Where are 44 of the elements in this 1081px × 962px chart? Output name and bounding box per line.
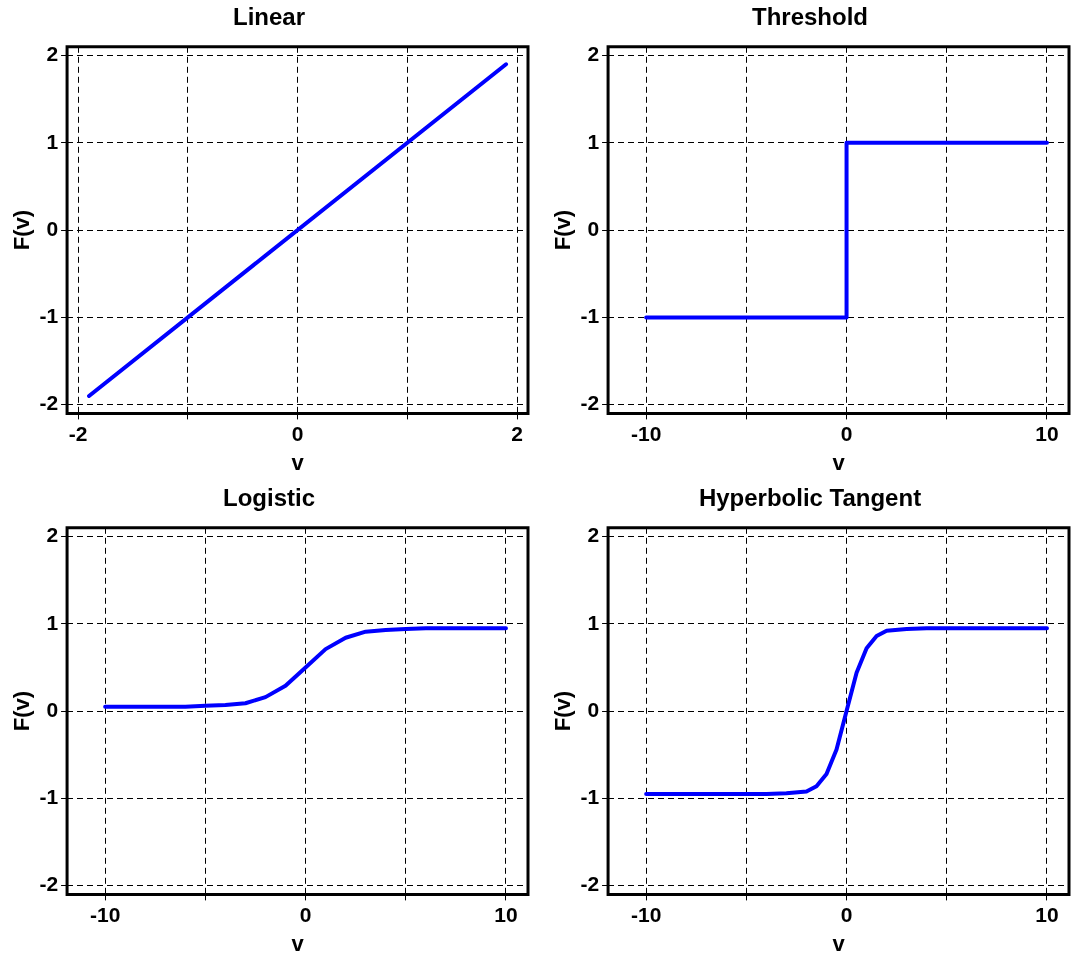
y-axis-title: F(v) [9,690,35,732]
x-axis-title: v [291,930,305,956]
y-tick-label: -2 [580,391,600,415]
y-tick-label: 0 [46,216,59,240]
y-tick-label: 1 [46,129,59,153]
chart-title: Logistic [222,484,316,512]
y-tick-label: 0 [46,697,59,721]
x-tick-label: -2 [68,421,88,445]
y-axis-title: F(v) [550,690,576,732]
y-tick-label: -1 [39,304,59,328]
x-tick-label: 0 [291,421,304,445]
y-tick-label: 2 [587,523,600,547]
y-tick-label: 0 [587,216,600,240]
x-tick-label: 0 [840,421,853,445]
y-tick-label: -2 [580,872,600,896]
y-tick-label: 2 [587,42,600,66]
x-tick-label: -10 [630,421,662,445]
y-tick-label: 2 [46,523,59,547]
y-tick-label: 1 [46,610,59,634]
x-axis-title: v [832,449,846,475]
x-tick-label: 2 [511,421,523,445]
x-tick-label: -10 [89,902,121,926]
y-axis-title: F(v) [9,209,35,251]
x-tick-label: 0 [840,902,853,926]
chart-title: Linear [232,3,306,31]
y-tick-label: -2 [39,391,59,415]
x-tick-label: 10 [1035,902,1059,926]
x-axis-title: v [832,930,846,956]
x-tick-label: -10 [630,902,662,926]
y-tick-label: 0 [587,697,600,721]
y-tick-label: 2 [46,42,59,66]
y-tick-label: -1 [580,304,600,328]
y-tick-label: 1 [587,610,600,634]
x-tick-label: 10 [494,902,518,926]
chart-title: Hyperbolic Tangent [698,484,922,512]
y-tick-label: -1 [39,785,59,809]
y-axis-title: F(v) [550,209,576,251]
x-tick-label: 10 [1035,421,1059,445]
y-tick-label: -2 [39,872,59,896]
chart-title: Threshold [751,3,869,31]
x-axis-title: v [291,449,305,475]
y-tick-label: -1 [580,785,600,809]
x-tick-label: 0 [299,902,312,926]
y-tick-label: 1 [587,129,600,153]
